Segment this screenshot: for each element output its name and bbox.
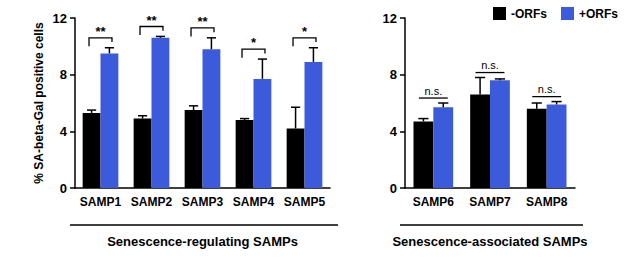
svg-text:n.s.: n.s.	[424, 85, 442, 97]
svg-text:**: **	[197, 14, 208, 29]
svg-text:SAMP8: SAMP8	[526, 195, 568, 209]
svg-text:8: 8	[60, 67, 67, 82]
svg-text:4: 4	[390, 124, 398, 139]
svg-text:SAMP3: SAMP3	[182, 195, 224, 209]
svg-text:12: 12	[53, 11, 67, 26]
svg-text:+ORFs: +ORFs	[579, 7, 618, 21]
svg-text:SAMP7: SAMP7	[469, 195, 511, 209]
svg-text:-ORFs: -ORFs	[511, 7, 547, 21]
svg-text:SAMP5: SAMP5	[284, 195, 326, 209]
svg-text:**: **	[95, 24, 106, 39]
svg-text:0: 0	[60, 181, 67, 196]
svg-text:8: 8	[390, 67, 397, 82]
svg-text:0: 0	[390, 181, 397, 196]
svg-text:SAMP4: SAMP4	[233, 195, 275, 209]
svg-text:n.s.: n.s.	[538, 83, 556, 95]
svg-text:*: *	[302, 24, 308, 39]
svg-text:12: 12	[383, 11, 397, 26]
svg-text:SAMP2: SAMP2	[131, 195, 173, 209]
svg-text:SAMP1: SAMP1	[80, 195, 122, 209]
svg-text:% SA-beta-Gal positive cells: % SA-beta-Gal positive cells	[32, 22, 46, 184]
svg-text:SAMP6: SAMP6	[413, 195, 455, 209]
svg-text:Senescence-associated SAMPs: Senescence-associated SAMPs	[392, 234, 587, 249]
svg-text:4: 4	[60, 124, 68, 139]
svg-text:Senescence-regulating SAMPs: Senescence-regulating SAMPs	[107, 234, 298, 249]
svg-text:n.s.: n.s.	[481, 59, 499, 71]
svg-text:**: **	[146, 13, 157, 28]
svg-text:*: *	[251, 35, 257, 50]
